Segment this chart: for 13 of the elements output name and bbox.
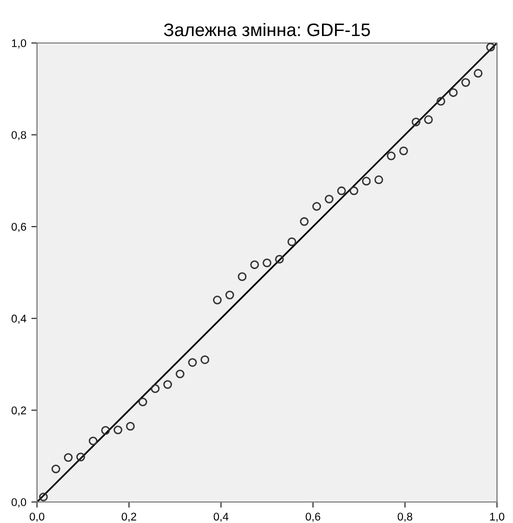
x-tick-label: 0,6 [306,512,320,522]
chart-title: Залежна змінна: GDF-15 [164,22,370,36]
y-tick-label: 0,8 [12,131,26,140]
x-tick-label: 1,0 [490,512,504,522]
x-tick-label: 0,8 [398,512,412,522]
y-tick-label: 0,4 [12,314,26,324]
y-tick-label: 0,2 [12,406,26,416]
x-tick-label: 0,4 [214,512,228,522]
y-tick-label: 0,6 [12,222,26,232]
x-tick-label: 0,2 [122,512,136,522]
y-tick-label: 0,0 [12,498,26,508]
y-tick-label: 1,0 [12,39,26,48]
x-tick-label: 0,0 [30,512,44,522]
